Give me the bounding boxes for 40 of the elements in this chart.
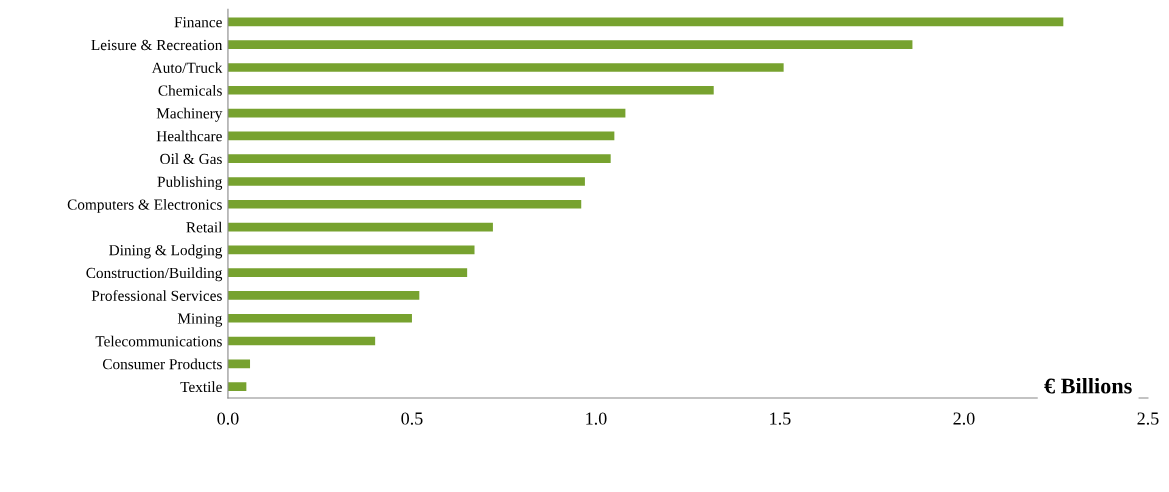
bar [227,131,615,141]
x-axis-title: € Billions [1044,377,1132,394]
x-tick-label: 1.0 [586,412,607,425]
y-tick-label: Retail [186,221,223,233]
bar [227,382,247,391]
y-tick-label: Telecommunications [95,335,222,347]
y-tick-label: Oil & Gas [160,153,222,165]
bar [227,108,626,118]
x-tick-label: 2.0 [953,412,975,425]
y-tick-label: Mining [177,313,223,327]
bar [227,85,714,95]
y-tick-label: Construction/Building [86,267,223,282]
bar [227,63,784,72]
bar [227,222,493,232]
y-tick-label: Computers & Electronics [67,198,222,213]
y-tick-label: Machinery [156,107,223,122]
bar [227,291,420,300]
bar [227,336,376,346]
y-tick-label: Professional Services [91,289,222,301]
bar [227,154,611,163]
x-tick-label: 0.5 [401,412,423,425]
y-tick-label: Auto/Truck [151,62,223,73]
y-tick-label: Healthcare [156,130,222,142]
y-tick-label: Publishing [157,176,223,191]
x-tick-label: 1.5 [770,412,791,425]
x-tick-label: 2.5 [1137,412,1159,425]
bar [227,17,1064,27]
x-tick-label: 0.0 [217,412,239,425]
y-tick-label: Leisure & Recreation [91,39,223,51]
y-tick-label: Finance [174,17,222,28]
y-tick-label: Chemicals [158,84,222,96]
y-tick-label: Textile [180,381,222,393]
bar [227,313,412,323]
y-tick-label: Dining & Lodging [109,244,223,259]
bar [227,268,468,277]
bar [227,199,582,209]
y-tick-label: Consumer Products [102,358,222,370]
bar [227,40,913,50]
bar [227,245,475,255]
bar [227,177,585,186]
